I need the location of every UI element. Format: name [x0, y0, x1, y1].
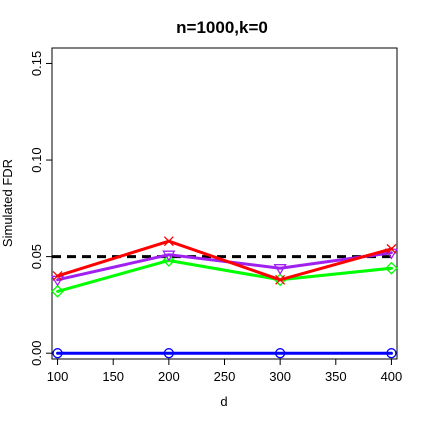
data-point [51, 284, 64, 298]
x-tick-label: 250 [214, 369, 236, 384]
y-axis-label: Simulated FDR [0, 159, 15, 247]
x-tick-label: 100 [47, 369, 69, 384]
data-point [386, 348, 397, 359]
series-1 [52, 348, 397, 359]
x-tick-label: 400 [381, 369, 403, 384]
y-tick-label: 0.05 [29, 244, 44, 269]
axes: 100 150 200 250 300 350 400 0.00 0.05 0.10 0.15 [29, 51, 402, 384]
data-point [52, 348, 63, 359]
series-group [50, 236, 399, 359]
series-line [56, 258, 393, 293]
data-point [52, 270, 63, 281]
y-tick-label: 0.10 [29, 147, 44, 172]
data-point [163, 348, 175, 359]
x-tick-label: 300 [269, 369, 291, 384]
x-tick-label: 200 [158, 369, 180, 384]
x-tick-label: 350 [325, 369, 347, 384]
chart-title: n=1000,k=0 [176, 18, 268, 37]
x-axis-label: d [220, 394, 227, 409]
data-point [385, 261, 398, 275]
data-point [163, 236, 174, 247]
data-point [162, 254, 176, 267]
series-line [56, 239, 393, 282]
plot-frame [51, 47, 398, 360]
data-point [162, 250, 176, 262]
y-tick-label: 0.15 [29, 51, 44, 76]
y-tick-label: 0.00 [29, 341, 44, 366]
data-point [273, 264, 287, 275]
x-tick-label: 150 [102, 369, 124, 384]
data-point [275, 274, 286, 285]
series-4 [52, 236, 397, 285]
data-point [274, 348, 286, 359]
data-point [386, 243, 397, 254]
